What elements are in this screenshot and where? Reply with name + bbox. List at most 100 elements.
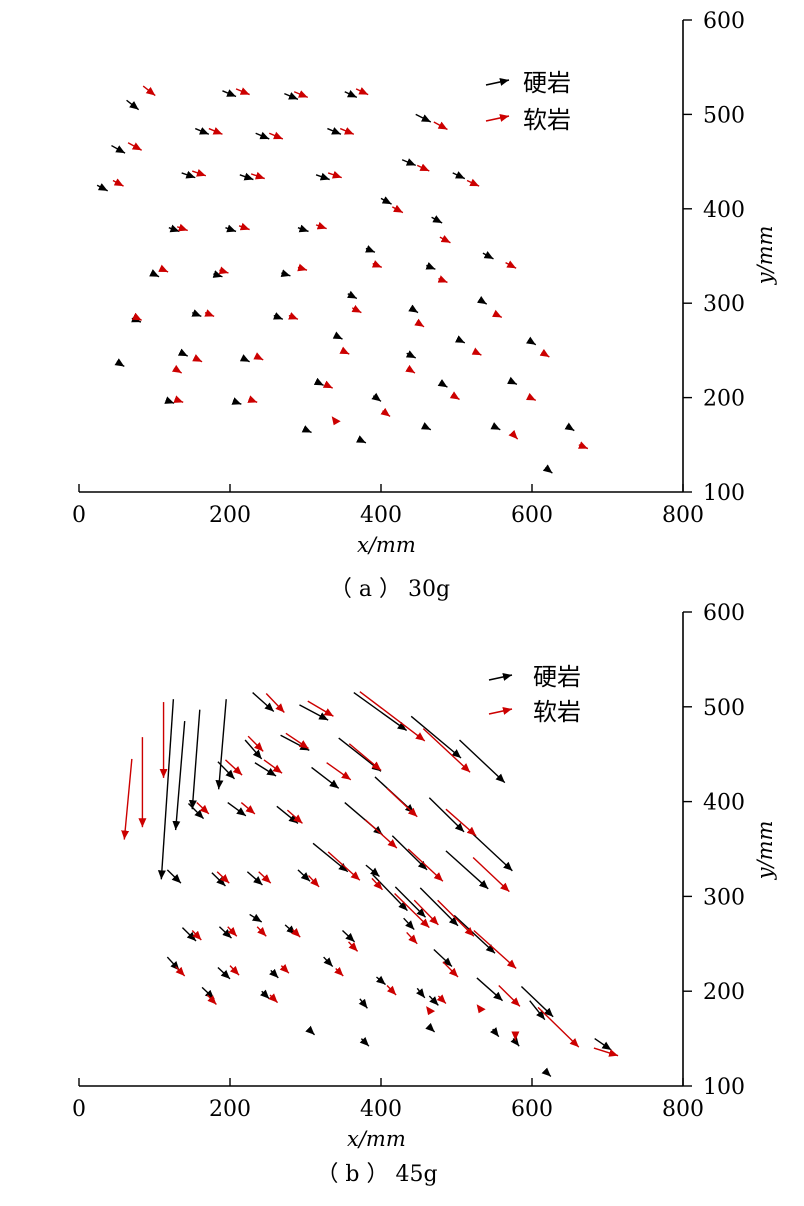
soft-rock-vector [505,260,517,269]
caption-a: （ a ） 30g [330,577,450,602]
soft-rock-vector [250,171,265,180]
panel-a: 0 200 400 600 800 100 200 300 400 500 600 硬岩 软岩 x… [72,9,777,602]
y-tick-label: 400 [703,198,745,223]
x-tick-label: 800 [662,503,704,528]
soft-rock-vector [334,966,344,977]
x-tick-label: 400 [360,1097,402,1122]
hard-rock-vector [433,948,453,968]
soft-rock-vector [131,312,142,321]
soft-rock-vector [413,899,439,926]
soft-rock-vector [472,857,510,893]
soft-rock-vector [121,758,133,840]
hard-rock-vector [297,224,309,233]
soft-rock-vector [227,926,238,937]
soft-rock-vector [407,848,444,882]
hard-rock-vector [425,1022,436,1033]
hard-rock-vector [541,1067,552,1078]
hard-rock-vector [453,914,496,954]
hard-rock-vector [416,987,426,999]
soft-rock-vector [439,235,451,244]
soft-rock-vector [268,131,284,140]
soft-rock-vector [293,90,309,99]
hard-rock-vector [212,270,223,278]
hard-rock-vector [410,715,462,759]
hard-rock-vector [239,354,250,363]
hard-rock-vector [217,966,231,980]
soft-rock-vector [265,693,285,713]
soft-rock-vector [192,354,203,363]
hard-rock-vector [520,985,554,1018]
hard-rock-vector [476,977,504,1002]
soft-rock-vector [386,985,397,996]
soft-rock-vector [331,416,341,426]
hard-rock-vector [187,803,205,820]
soft-rock-vector [315,221,327,230]
hard-rock-vector [380,196,392,205]
y-tick-label: 500 [703,696,745,721]
soft-rock-vector [406,931,418,945]
soft-rock-vector [442,961,459,978]
hard-rock-vector [445,850,489,890]
soft-rock-vector [348,941,359,952]
hard-rock-vector [315,172,330,181]
hard-rock-vector [280,734,310,752]
soft-rock-vector [158,264,169,273]
hard-rock-vector [96,183,109,192]
hard-rock-vector [311,766,340,789]
y-axis-label: y/mm [753,226,777,286]
hard-rock-vector [347,290,358,300]
hard-rock-vector [338,737,382,772]
hard-rock-vector [459,739,506,784]
soft-rock-vector [537,1006,580,1048]
hard-rock-vector [405,350,417,359]
soft-rock-vector [476,1004,486,1014]
hard-rock-vector [358,998,368,1009]
y-tick-label: 200 [703,387,745,412]
panel-b: 0 200 400 600 800 100 200 300 400 500 600 硬岩 软岩 x… [72,601,777,1187]
soft-rock-vector [508,429,519,440]
x-ticks: 0 200 400 600 800 [72,1078,704,1122]
hard-rock-vector [299,704,329,721]
hard-rock-vector [353,692,408,732]
soft-rock-vector [326,762,352,781]
soft-rock-vector [539,348,550,358]
hard-rock-vector [254,762,277,777]
hard-rock-vector [437,379,448,388]
hard-rock-vector [168,224,180,233]
hard-rock-vector [394,886,427,918]
hard-rock-vector [276,805,299,824]
hard-rock-vector [166,869,182,884]
soft-rock-vector [208,127,223,135]
x-ticks: 0 200 400 600 800 [72,484,704,528]
soft-rock-vector [238,222,250,231]
soft-rock-vector [247,735,264,752]
hard-rock-vector [476,295,488,305]
hard-rock-vector [149,269,160,278]
soft-rock-vector [297,263,308,272]
soft-rock-vector [339,127,355,135]
hard-rock-vector [401,158,416,167]
legend-hard-arrow [488,673,513,681]
y-tick-label: 200 [703,980,745,1005]
soft-rock-vector [247,395,258,403]
hard-rock-vector [249,913,263,923]
hard-rock-vector [239,172,254,181]
hard-rock-vector [188,709,201,810]
hard-rock-vector [344,89,358,99]
soft-rock-vector [364,819,398,849]
hard-rock-vector [284,92,299,100]
hard-rock-vector [376,975,386,986]
soft-rock-vector [268,993,279,1004]
hard-rock-vector [273,312,284,320]
legend: 硬岩 软岩 [485,69,571,134]
hard-rock-vector [255,131,270,140]
hard-rock-vector [526,336,537,346]
soft-rock-vector [173,395,184,403]
hard-rock-vector [126,99,140,111]
hard-rock-vector [280,269,291,277]
hard-rock-vector [284,924,297,935]
soft-rock-vector [288,312,299,320]
soft-rock-vector [348,743,382,771]
y-tick-label: 300 [703,292,745,317]
hard-rock-vector [452,171,466,180]
